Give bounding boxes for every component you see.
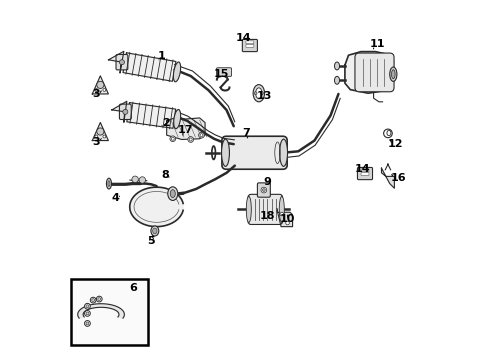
FancyBboxPatch shape bbox=[245, 41, 253, 44]
FancyBboxPatch shape bbox=[216, 68, 231, 76]
Circle shape bbox=[171, 137, 174, 140]
Text: 17: 17 bbox=[177, 125, 193, 135]
Polygon shape bbox=[166, 118, 204, 139]
Ellipse shape bbox=[167, 187, 178, 201]
Polygon shape bbox=[78, 304, 124, 318]
Circle shape bbox=[254, 92, 257, 95]
Polygon shape bbox=[92, 122, 108, 140]
Circle shape bbox=[95, 89, 98, 91]
Polygon shape bbox=[129, 187, 183, 226]
Text: 3: 3 bbox=[92, 138, 99, 147]
Ellipse shape bbox=[279, 139, 287, 166]
Polygon shape bbox=[112, 101, 126, 122]
Circle shape bbox=[92, 299, 94, 302]
FancyBboxPatch shape bbox=[360, 169, 368, 172]
Circle shape bbox=[97, 81, 104, 89]
Text: 12: 12 bbox=[386, 139, 402, 149]
Text: 2: 2 bbox=[162, 118, 169, 128]
Text: 15: 15 bbox=[213, 69, 228, 79]
Text: 9: 9 bbox=[264, 177, 271, 187]
FancyBboxPatch shape bbox=[116, 54, 127, 70]
Circle shape bbox=[169, 136, 175, 141]
Text: 13: 13 bbox=[256, 91, 271, 101]
Text: 3: 3 bbox=[92, 89, 99, 99]
Text: 1: 1 bbox=[158, 51, 165, 61]
Ellipse shape bbox=[253, 85, 264, 102]
Circle shape bbox=[200, 134, 203, 136]
Ellipse shape bbox=[279, 196, 284, 222]
Text: 16: 16 bbox=[390, 173, 406, 183]
Ellipse shape bbox=[173, 109, 180, 129]
Ellipse shape bbox=[173, 62, 180, 82]
Ellipse shape bbox=[151, 226, 159, 236]
Ellipse shape bbox=[389, 67, 396, 81]
Circle shape bbox=[285, 221, 289, 225]
FancyBboxPatch shape bbox=[222, 136, 286, 169]
Circle shape bbox=[119, 60, 124, 65]
Ellipse shape bbox=[246, 196, 251, 222]
Text: 6: 6 bbox=[129, 283, 137, 293]
FancyBboxPatch shape bbox=[247, 194, 282, 225]
Ellipse shape bbox=[170, 190, 175, 198]
Ellipse shape bbox=[334, 76, 339, 84]
Text: 5: 5 bbox=[147, 236, 155, 246]
Ellipse shape bbox=[255, 88, 262, 99]
Circle shape bbox=[122, 109, 127, 114]
Ellipse shape bbox=[221, 139, 229, 166]
Polygon shape bbox=[276, 209, 292, 226]
Circle shape bbox=[139, 177, 145, 183]
Circle shape bbox=[189, 138, 192, 141]
Polygon shape bbox=[108, 51, 123, 73]
Text: 14: 14 bbox=[354, 164, 370, 174]
Circle shape bbox=[262, 189, 265, 192]
Ellipse shape bbox=[108, 181, 110, 186]
FancyBboxPatch shape bbox=[354, 53, 393, 92]
Text: 18: 18 bbox=[260, 211, 275, 221]
Bar bbox=[70, 279, 147, 345]
Text: 10: 10 bbox=[279, 215, 295, 224]
FancyBboxPatch shape bbox=[119, 104, 131, 120]
Circle shape bbox=[86, 322, 89, 325]
Circle shape bbox=[280, 212, 283, 216]
Circle shape bbox=[102, 89, 105, 91]
Ellipse shape bbox=[334, 62, 339, 70]
Ellipse shape bbox=[152, 228, 157, 234]
Text: o: o bbox=[384, 129, 390, 138]
Ellipse shape bbox=[391, 70, 394, 79]
Circle shape bbox=[84, 311, 90, 316]
Text: 8: 8 bbox=[162, 170, 169, 180]
Circle shape bbox=[97, 128, 104, 135]
Circle shape bbox=[198, 132, 204, 138]
Circle shape bbox=[86, 312, 89, 315]
Circle shape bbox=[261, 187, 266, 193]
Polygon shape bbox=[381, 168, 394, 188]
Circle shape bbox=[102, 135, 105, 138]
Ellipse shape bbox=[106, 178, 111, 189]
Circle shape bbox=[98, 298, 101, 301]
Circle shape bbox=[95, 135, 98, 138]
Text: 4: 4 bbox=[111, 193, 119, 203]
Polygon shape bbox=[123, 53, 176, 81]
FancyBboxPatch shape bbox=[242, 40, 257, 51]
Circle shape bbox=[84, 303, 90, 309]
Circle shape bbox=[86, 305, 89, 308]
Polygon shape bbox=[126, 103, 175, 128]
Text: 14: 14 bbox=[236, 33, 251, 43]
Circle shape bbox=[383, 129, 391, 138]
FancyBboxPatch shape bbox=[357, 167, 372, 180]
Circle shape bbox=[90, 297, 96, 303]
FancyBboxPatch shape bbox=[245, 44, 253, 47]
FancyBboxPatch shape bbox=[257, 183, 270, 197]
Polygon shape bbox=[344, 51, 392, 93]
Circle shape bbox=[96, 296, 102, 302]
Circle shape bbox=[132, 176, 138, 183]
Circle shape bbox=[260, 92, 263, 95]
Circle shape bbox=[84, 320, 90, 326]
Text: 7: 7 bbox=[242, 129, 250, 138]
Text: 11: 11 bbox=[368, 39, 384, 49]
Polygon shape bbox=[92, 76, 108, 94]
Circle shape bbox=[187, 136, 193, 142]
FancyBboxPatch shape bbox=[360, 172, 368, 175]
